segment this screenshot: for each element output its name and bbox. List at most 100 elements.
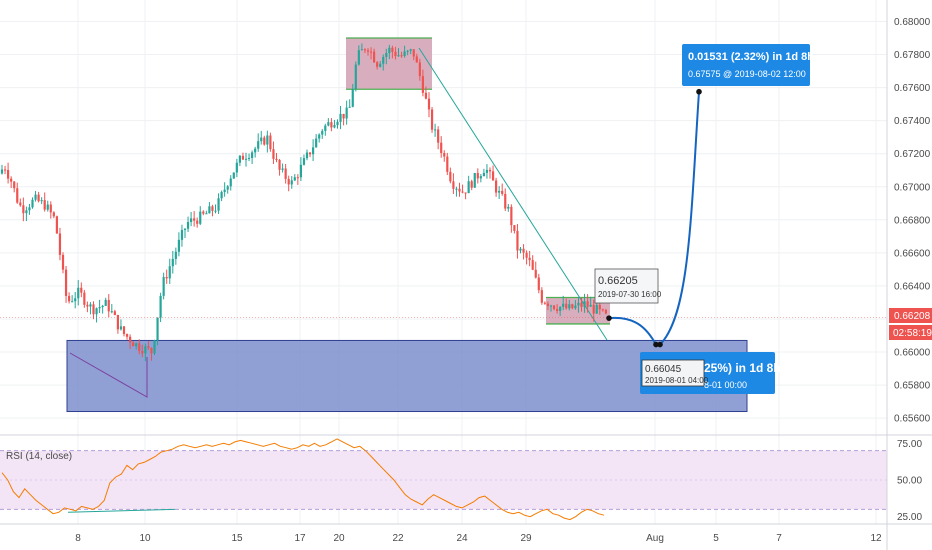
candle-body bbox=[80, 288, 82, 293]
time-tick-label: 20 bbox=[333, 533, 345, 544]
target-callout[interactable]: 0.01531 (2.32%) in 1d 8h 0.67575 @ 2019-… bbox=[682, 44, 814, 86]
candle-body bbox=[62, 255, 64, 270]
candle-body bbox=[77, 288, 79, 299]
last-price-text: 0.66208 bbox=[894, 311, 931, 322]
candle-body bbox=[370, 52, 372, 53]
candle-body bbox=[471, 181, 473, 187]
candle-body bbox=[83, 293, 85, 305]
candle-body bbox=[120, 326, 122, 329]
candle-body bbox=[135, 343, 137, 346]
candle-body bbox=[541, 290, 543, 303]
candle-body bbox=[163, 277, 165, 296]
time-tick-label: 29 bbox=[520, 533, 532, 544]
candle-body bbox=[489, 170, 491, 171]
candle-body bbox=[425, 93, 427, 99]
rsi-label: RSI (14, close) bbox=[6, 451, 72, 462]
candle-body bbox=[330, 122, 332, 127]
candle-body bbox=[321, 131, 323, 135]
candle-body bbox=[404, 51, 406, 56]
candle-body bbox=[144, 346, 146, 353]
candle-body bbox=[516, 231, 518, 251]
candle-body bbox=[547, 304, 549, 306]
candle-body bbox=[202, 212, 204, 214]
candle-body bbox=[562, 304, 564, 307]
candle-body bbox=[248, 158, 250, 159]
candle-body bbox=[449, 172, 451, 182]
candle-body bbox=[486, 170, 488, 173]
candle-body bbox=[410, 49, 412, 51]
candle-body bbox=[556, 309, 558, 311]
candle-body bbox=[419, 62, 421, 76]
candle-body bbox=[455, 189, 457, 190]
price-tick-label: 0.67200 bbox=[894, 149, 931, 160]
candle-body bbox=[105, 300, 107, 306]
candle-body bbox=[346, 108, 348, 119]
rsi-band bbox=[0, 451, 887, 510]
candle-body bbox=[394, 52, 396, 56]
candle-body bbox=[538, 278, 540, 291]
price-tick-label: 0.66800 bbox=[894, 215, 931, 226]
candle-body bbox=[468, 181, 470, 193]
candle-body bbox=[184, 229, 186, 230]
candle-body bbox=[16, 188, 18, 202]
candle-body bbox=[47, 205, 49, 210]
point1-time-text: 2019-07-30 16:00 bbox=[598, 290, 662, 299]
projection bbox=[606, 89, 702, 347]
price-tick-label: 0.67800 bbox=[894, 50, 931, 61]
candle-body bbox=[89, 304, 91, 306]
candle-body bbox=[501, 191, 503, 194]
candle-body bbox=[208, 206, 210, 213]
candle-body bbox=[1, 170, 3, 174]
time-tick-label: 5 bbox=[713, 533, 719, 544]
candle-body bbox=[236, 163, 238, 173]
candle-body bbox=[324, 126, 326, 131]
candle-body bbox=[38, 195, 40, 202]
candle-body bbox=[25, 210, 27, 213]
candle-body bbox=[278, 160, 280, 170]
candle-body bbox=[574, 305, 576, 308]
candle-body bbox=[437, 129, 439, 142]
candle-body bbox=[99, 307, 101, 308]
candle-body bbox=[28, 207, 30, 210]
candle-body bbox=[343, 114, 345, 119]
price-tick-label: 0.67000 bbox=[894, 182, 931, 193]
candle-body bbox=[492, 171, 494, 180]
candle-body bbox=[230, 178, 232, 186]
price-tick-label: 0.67600 bbox=[894, 83, 931, 94]
point2-callout[interactable]: 25%) in 1d 8h 8-01 00:00 0.66045 2019-08… bbox=[640, 352, 781, 394]
price-tick-label: 0.66400 bbox=[894, 281, 931, 292]
candle-body bbox=[65, 270, 67, 296]
point2-suffix-text: 8-01 00:00 bbox=[704, 380, 747, 390]
candle-body bbox=[50, 205, 52, 213]
candle-body bbox=[111, 311, 113, 312]
candle-body bbox=[147, 346, 149, 348]
candle-body bbox=[34, 195, 36, 200]
candle-body bbox=[568, 304, 570, 308]
candle-body bbox=[587, 301, 589, 306]
price-tick-label: 0.65600 bbox=[894, 414, 931, 425]
candle-body bbox=[114, 311, 116, 315]
candle-body bbox=[397, 55, 399, 56]
candle-body bbox=[599, 305, 601, 309]
candle-body bbox=[175, 252, 177, 259]
candle-body bbox=[544, 303, 546, 304]
candle-body bbox=[583, 301, 585, 307]
target-change-text: 0.01531 (2.32%) in 1d 8h bbox=[688, 51, 814, 63]
candle-body bbox=[263, 138, 265, 145]
candle-body bbox=[59, 233, 61, 254]
candle-body bbox=[22, 205, 24, 213]
candle-body bbox=[465, 193, 467, 194]
projection-curve-2 bbox=[660, 92, 699, 345]
time-tick-label: 7 bbox=[776, 533, 782, 544]
candle-body bbox=[519, 249, 521, 251]
candle-body bbox=[474, 173, 476, 188]
candle-body bbox=[361, 49, 363, 50]
candle-body bbox=[571, 304, 573, 308]
time-tick-label: Aug bbox=[646, 533, 664, 544]
point1-callout[interactable]: 0.66205 2019-07-30 16:00 bbox=[595, 269, 662, 303]
candle-body bbox=[333, 125, 335, 127]
candle-body bbox=[480, 176, 482, 178]
candle-body bbox=[19, 203, 21, 206]
candle-body bbox=[593, 305, 595, 314]
